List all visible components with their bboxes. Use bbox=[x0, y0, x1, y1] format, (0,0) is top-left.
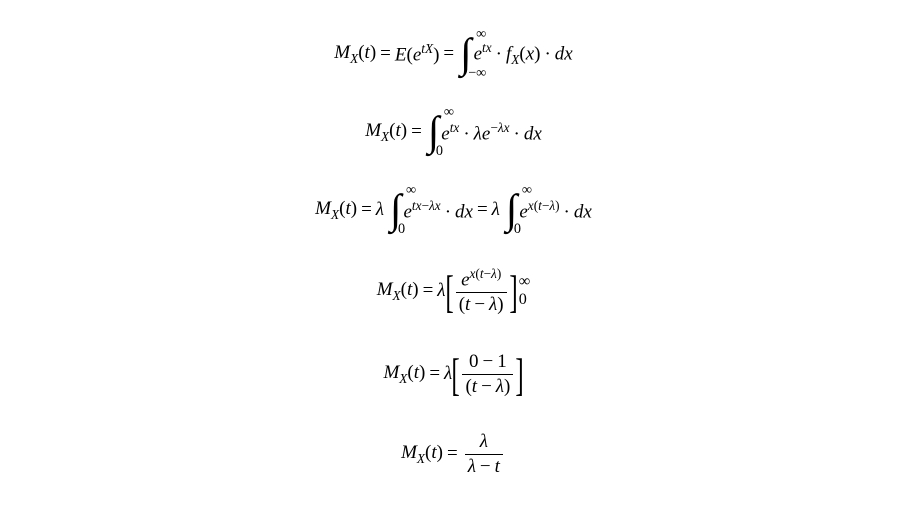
equation-line-4: MX(t) = λ [ ex(t−λ) (t−λ) ] ∞ 0 bbox=[377, 265, 531, 318]
equation-line-3: MX(t) = λ ∫ ∞ 0 etx−λx·dx = λ ∫ ∞ 0 ex(t… bbox=[315, 186, 592, 234]
integrand-3b: ex(t−λ)·dx bbox=[519, 198, 591, 223]
lhs: MX(t) bbox=[365, 120, 407, 145]
equation-line-6: MX(t) = λ λ−t bbox=[401, 431, 506, 478]
fraction-6: λ λ−t bbox=[465, 431, 503, 478]
integrand-2: etx·λe−λx·dx bbox=[441, 120, 541, 145]
equation-line-5: MX(t) = λ [ 0−1 (t−λ) ] bbox=[383, 348, 523, 401]
equation-line-1: MX(t) = E(etX) = ∫ ∞ −∞ etx·fX(x)·dx bbox=[334, 30, 572, 78]
integral-3b: ∫ ∞ 0 bbox=[504, 186, 519, 234]
lhs: MX(t) bbox=[377, 279, 419, 304]
fraction-5: 0−1 (t−λ) bbox=[462, 351, 513, 398]
lhs: MX(t) bbox=[383, 362, 425, 387]
integrand-1: etx·fX(x)·dx bbox=[474, 40, 573, 68]
expectation: E(etX) bbox=[395, 41, 440, 66]
equation-line-2: MX(t) = ∫ ∞ 0 etx·λe−λx·dx bbox=[365, 108, 542, 156]
integral-3a: ∫ ∞ 0 bbox=[388, 186, 403, 234]
integral-2: ∫ ∞ 0 bbox=[426, 108, 441, 156]
eval-limits: ∞ 0 bbox=[519, 273, 531, 309]
integrand-3a: etx−λx·dx bbox=[403, 198, 472, 223]
integral-1: ∫ ∞ −∞ bbox=[458, 30, 473, 78]
lhs: MX(t) bbox=[315, 198, 357, 223]
lhs: MX(t) bbox=[334, 42, 376, 67]
fraction-4: ex(t−λ) (t−λ) bbox=[456, 266, 507, 316]
lhs: MX(t) bbox=[401, 442, 443, 467]
